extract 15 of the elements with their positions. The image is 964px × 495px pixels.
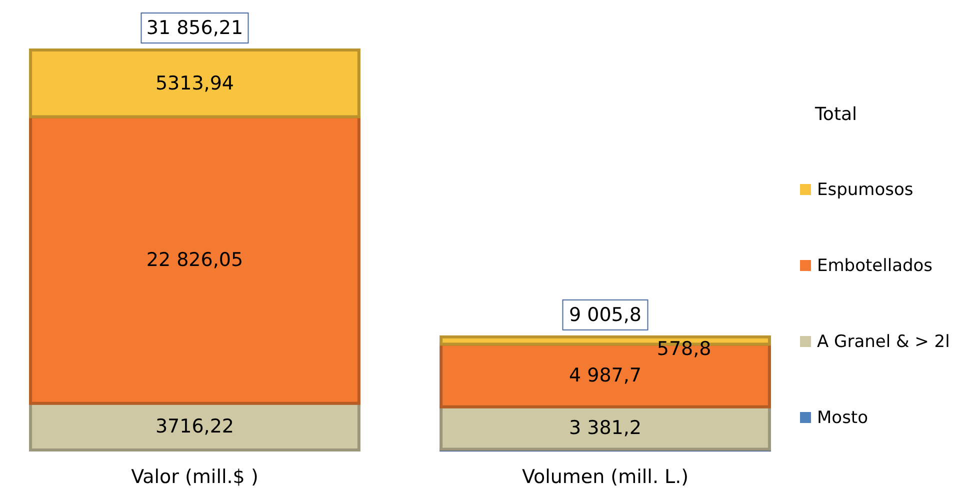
total-label: 31 856,21 (146, 17, 244, 39)
total-label: 9 005,8 (569, 304, 642, 326)
x-tick-label: Volumen (mill. L.) (522, 466, 689, 488)
data-label: 5313,94 (155, 72, 234, 94)
data-label: 4 987,7 (569, 364, 642, 386)
data-label: 3 381,2 (569, 417, 642, 440)
x-tick-label: Valor (mill.$ ) (131, 466, 258, 488)
data-label: 578,8 (656, 338, 712, 360)
legend-label: Espumosos (817, 180, 914, 200)
legend-label: Embotellados (817, 256, 933, 276)
legend-label: A Granel & > 2l (817, 332, 950, 352)
text: Total (814, 104, 858, 125)
legend-label: Mosto (817, 408, 868, 428)
data-label: 3716,22 (155, 416, 234, 438)
data-label: 22 826,05 (146, 249, 244, 272)
